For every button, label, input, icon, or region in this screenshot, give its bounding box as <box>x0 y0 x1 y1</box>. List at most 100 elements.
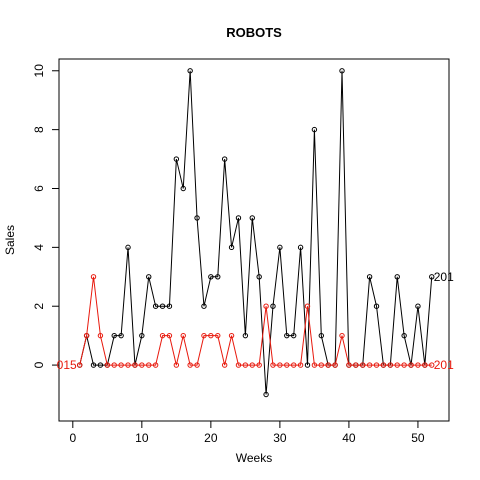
y-axis-label: Sales <box>3 225 17 255</box>
series-2-point <box>97 332 104 339</box>
series-1-point <box>228 244 235 251</box>
series-2-line <box>79 276 432 366</box>
series-2-point <box>104 362 111 368</box>
series-2-point <box>221 362 228 368</box>
series-2-point <box>125 362 131 368</box>
series-2-point <box>152 362 159 368</box>
x-tick-label: 10 <box>135 431 149 445</box>
series-1-point <box>290 332 297 339</box>
series-2-point <box>360 362 366 368</box>
series-2-point <box>132 362 138 368</box>
series-2-point <box>159 332 166 339</box>
series-1-point <box>401 332 407 339</box>
y-axis: 0 2 4 6 8 10 <box>32 64 60 368</box>
series-2-point <box>380 362 387 368</box>
series-1-point <box>152 303 159 309</box>
y-tick-label: 4 <box>32 244 46 251</box>
series-1-point <box>263 391 269 398</box>
series-1-point <box>208 274 214 280</box>
series-2-point <box>249 362 255 368</box>
series-2-point <box>304 303 311 309</box>
series-1-point <box>111 332 117 339</box>
series-2-point <box>90 274 97 280</box>
y-tick-label: 0 <box>32 361 46 368</box>
series-2-point <box>111 362 117 368</box>
y-tick-label: 8 <box>32 126 46 133</box>
series-2-point <box>401 362 407 368</box>
series-2-start-label: 015 <box>57 358 77 372</box>
series-2-point <box>194 362 200 368</box>
series-2-point <box>201 332 207 339</box>
series-2-point <box>270 362 276 368</box>
series-2-point <box>394 362 400 368</box>
series-1-point <box>256 274 262 280</box>
x-tick-label: 40 <box>342 431 356 445</box>
series-1-point <box>159 303 166 309</box>
series-1-end-label: 201 <box>434 270 454 284</box>
y-tick-label: 10 <box>32 64 46 78</box>
series-1-point <box>249 215 255 221</box>
series-1-point <box>394 274 400 280</box>
series-2-point <box>353 362 359 368</box>
series-2-point <box>77 362 83 368</box>
series-2-end-label: 201 <box>434 358 454 372</box>
series-1-point <box>277 244 283 251</box>
series-2-point <box>429 362 435 368</box>
series-2-point <box>387 362 394 368</box>
series-1-point <box>242 332 249 339</box>
series-2-point <box>235 362 242 368</box>
series-2-point <box>187 362 193 368</box>
series-1-point <box>97 362 104 368</box>
series-1-point <box>284 332 290 339</box>
series-2-point <box>366 362 373 368</box>
series-2-point <box>256 362 262 368</box>
series-2-point <box>83 332 90 339</box>
series-1-point <box>415 303 421 309</box>
series-2-point <box>318 362 325 368</box>
series-2-point <box>311 362 318 368</box>
series-1-point <box>173 156 180 162</box>
series-2-point <box>118 362 124 368</box>
series-2-point <box>325 362 331 368</box>
series-2: 201 015 <box>57 274 454 372</box>
series-1-point <box>304 362 311 368</box>
series-1-point <box>180 185 186 192</box>
series-1-point <box>318 332 325 339</box>
series-2-point <box>339 332 345 339</box>
series-1-point <box>311 126 318 133</box>
series-2-point <box>408 362 414 368</box>
series-2-point <box>180 332 186 339</box>
series-1-point <box>221 156 228 162</box>
series-2-point <box>173 362 180 368</box>
series-1-line <box>79 70 433 395</box>
series-2-point <box>415 362 421 368</box>
series-2-point <box>422 362 428 368</box>
y-tick-label: 2 <box>32 303 46 310</box>
x-axis-label: Weeks <box>236 451 272 465</box>
chart-title: ROBOTS <box>226 25 282 40</box>
series-2-point <box>284 362 290 368</box>
series-1-point <box>373 303 380 309</box>
x-tick-label: 30 <box>273 431 287 445</box>
series-2-point <box>228 332 235 339</box>
x-tick-label: 50 <box>411 431 425 445</box>
x-tick-label: 20 <box>204 431 218 445</box>
series-2-point <box>242 362 249 368</box>
series-layer: 201 201 015 <box>57 68 454 398</box>
series-2-point <box>263 303 269 309</box>
series-1-point <box>118 332 124 339</box>
series-1-point <box>366 274 373 280</box>
y-tick-label: 6 <box>32 185 46 192</box>
series-2-point <box>373 362 380 368</box>
series-2-point <box>277 362 283 368</box>
series-2-point <box>215 332 221 339</box>
series-1-point <box>297 244 304 251</box>
series-1-point <box>187 68 193 74</box>
series-1-point <box>235 215 242 221</box>
series-2-point <box>139 362 145 368</box>
series-1-point <box>201 303 207 309</box>
series-2-point <box>290 362 297 368</box>
series-2-point <box>332 362 338 368</box>
series-2-point <box>146 362 152 368</box>
